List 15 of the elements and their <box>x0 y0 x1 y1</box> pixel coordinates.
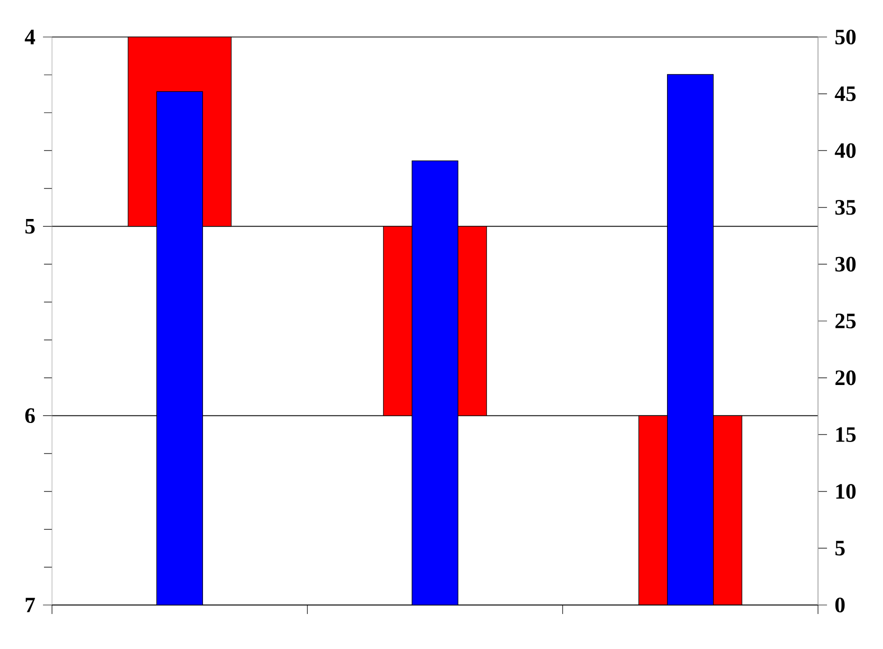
y2-tick-label: 5 <box>835 540 845 556</box>
y-tick-label: 6 <box>25 408 35 424</box>
y2-tick-label: 25 <box>835 314 856 328</box>
y-tick-label: 7 <box>26 598 35 612</box>
y2-tick-label: 35 <box>835 200 856 215</box>
y2-tick-label: 40 <box>834 143 856 158</box>
y2-tick-label: 0 <box>835 598 845 612</box>
y2-tick-label: 50 <box>835 30 856 44</box>
y2-tick-label: 10 <box>836 484 856 499</box>
y2-tick-label: 15 <box>836 427 856 442</box>
y-tick-label: 4 <box>24 30 36 44</box>
y-tick-label: 5 <box>25 219 35 234</box>
y2-tick-label: 30 <box>835 256 856 272</box>
y2-tick-label: 20 <box>835 370 856 386</box>
y2-tick-label: 45 <box>834 86 856 102</box>
